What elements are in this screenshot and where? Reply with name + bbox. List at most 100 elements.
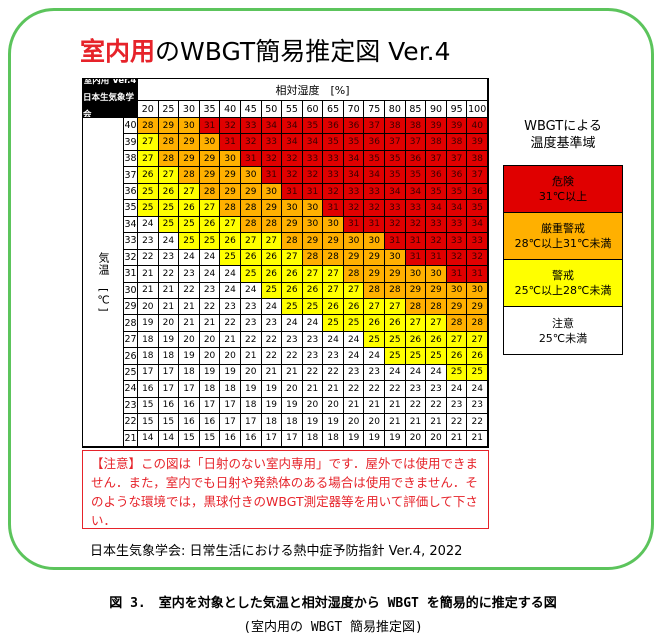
wbgt-cell: 28 — [199, 183, 221, 201]
wbgt-cell: 36 — [446, 167, 468, 184]
wbgt-cell: 29 — [240, 183, 262, 201]
wbgt-cell: 35 — [405, 167, 427, 184]
wbgt-cell: 34 — [426, 200, 447, 217]
wbgt-cell: 25 — [220, 249, 241, 267]
wbgt-table: 室内用 Ver.4 日本生気象学会 相対湿度 [%] 20 25 30 35 40 45 50 55… — [82, 78, 489, 448]
wbgt-cell: 24 — [343, 331, 365, 349]
wbgt-cell: 17 — [282, 430, 303, 447]
wbgt-cell: 18 — [323, 430, 344, 447]
wbgt-cell: 22 — [364, 381, 386, 398]
wbgt-cell: 31 — [405, 233, 427, 250]
wbgt-cell: 28 — [158, 150, 180, 168]
wbgt-cell: 21 — [199, 315, 221, 332]
legend-item-warning: 警戒 25℃以上28℃未満 — [504, 260, 622, 307]
wbgt-cell: 38 — [467, 150, 488, 168]
temperature-tick: 30 — [124, 282, 138, 299]
wbgt-cell: 36 — [323, 118, 344, 135]
wbgt-cell: 29 — [467, 298, 488, 316]
wbgt-cell: 23 — [261, 315, 283, 332]
wbgt-cell: 27 — [302, 266, 324, 283]
humidity-axis-label: 相対湿度 [%] — [138, 79, 488, 101]
wbgt-cell: 20 — [302, 397, 324, 415]
wbgt-cell: 36 — [467, 183, 488, 201]
caution-note: 【注意】この図は「日射のない室内専用」です．屋外では使用できません．また，室内で… — [82, 450, 489, 529]
wbgt-cell: 27 — [220, 216, 241, 234]
title-highlight: 室内用 — [80, 37, 156, 66]
wbgt-cell: 26 — [446, 348, 468, 365]
wbgt-cell: 21 — [179, 315, 200, 332]
wbgt-cell: 23 — [467, 397, 488, 415]
wbgt-cell: 28 — [426, 298, 447, 316]
wbgt-cell: 20 — [179, 331, 200, 349]
wbgt-cell: 24 — [282, 315, 303, 332]
wbgt-cell: 32 — [220, 118, 241, 135]
wbgt-cell: 21 — [323, 381, 344, 398]
temperature-tick: 23 — [124, 397, 138, 415]
wbgt-cell: 24 — [138, 216, 159, 234]
wbgt-cell: 27 — [385, 298, 406, 316]
wbgt-cell: 31 — [323, 200, 344, 217]
wbgt-cell: 31 — [385, 233, 406, 250]
wbgt-cell: 30 — [179, 118, 200, 135]
wbgt-cell: 32 — [405, 216, 427, 234]
wbgt-cell: 22 — [323, 364, 344, 382]
wbgt-cell: 26 — [220, 233, 241, 250]
wbgt-cell: 29 — [261, 200, 283, 217]
temperature-tick: 29 — [124, 298, 138, 316]
temperature-tick: 26 — [124, 348, 138, 365]
wbgt-cell: 20 — [199, 348, 221, 365]
wbgt-cell: 25 — [179, 233, 200, 250]
wbgt-cell: 31 — [405, 249, 427, 267]
wbgt-cell: 30 — [220, 150, 241, 168]
wbgt-cell: 29 — [343, 249, 365, 267]
wbgt-cell: 24 — [240, 282, 262, 299]
wbgt-cell: 29 — [385, 266, 406, 283]
wbgt-cell: 23 — [446, 397, 468, 415]
wbgt-cell: 25 — [240, 266, 262, 283]
wbgt-cell: 22 — [426, 397, 447, 415]
wbgt-cell: 32 — [343, 200, 365, 217]
wbgt-cell: 30 — [282, 200, 303, 217]
wbgt-cell: 35 — [364, 150, 386, 168]
wbgt-cell: 34 — [282, 134, 303, 151]
wbgt-cell: 33 — [302, 150, 324, 168]
wbgt-cell: 27 — [240, 233, 262, 250]
wbgt-cell: 25 — [158, 216, 180, 234]
wbgt-cell: 32 — [323, 183, 344, 201]
legend-box: 危険 31℃以上 厳重警戒 28℃以上31℃未満 警戒 25℃以上28℃未満 注… — [503, 165, 623, 355]
wbgt-cell: 31 — [220, 134, 241, 151]
wbgt-cell: 24 — [220, 282, 241, 299]
wbgt-cell: 28 — [240, 200, 262, 217]
wbgt-cell: 22 — [261, 331, 283, 349]
wbgt-cell: 37 — [405, 134, 427, 151]
wbgt-cell: 34 — [364, 167, 386, 184]
wbgt-cell: 22 — [261, 348, 283, 365]
wbgt-cell: 15 — [158, 414, 180, 431]
rounded-frame — [8, 8, 654, 570]
wbgt-cell: 35 — [385, 150, 406, 168]
wbgt-cell: 35 — [426, 183, 447, 201]
wbgt-cell: 29 — [364, 249, 386, 267]
wbgt-cell: 29 — [179, 150, 200, 168]
wbgt-cell: 28 — [302, 249, 324, 267]
wbgt-cell: 20 — [323, 397, 344, 415]
wbgt-cell: 18 — [261, 414, 283, 431]
source-citation: 日本生気象学会: 日常生活における熱中症予防指針 Ver.4, 2022 — [90, 544, 463, 559]
wbgt-cell: 32 — [426, 233, 447, 250]
wbgt-cell: 26 — [302, 282, 324, 299]
wbgt-cell: 21 — [179, 298, 200, 316]
wbgt-cell: 37 — [364, 118, 386, 135]
wbgt-cell: 28 — [364, 282, 386, 299]
wbgt-cell: 26 — [323, 298, 344, 316]
wbgt-cell: 34 — [261, 118, 283, 135]
wbgt-cell: 20 — [138, 298, 159, 316]
wbgt-cell: 25 — [199, 233, 221, 250]
humidity-tick: 95 — [446, 101, 468, 118]
temperature-tick: 36 — [124, 183, 138, 201]
wbgt-cell: 20 — [405, 430, 427, 447]
wbgt-cell: 33 — [385, 200, 406, 217]
wbgt-cell: 25 — [405, 348, 427, 365]
wbgt-cell: 33 — [446, 216, 468, 234]
wbgt-cell: 27 — [467, 331, 488, 349]
wbgt-cell: 31 — [282, 183, 303, 201]
